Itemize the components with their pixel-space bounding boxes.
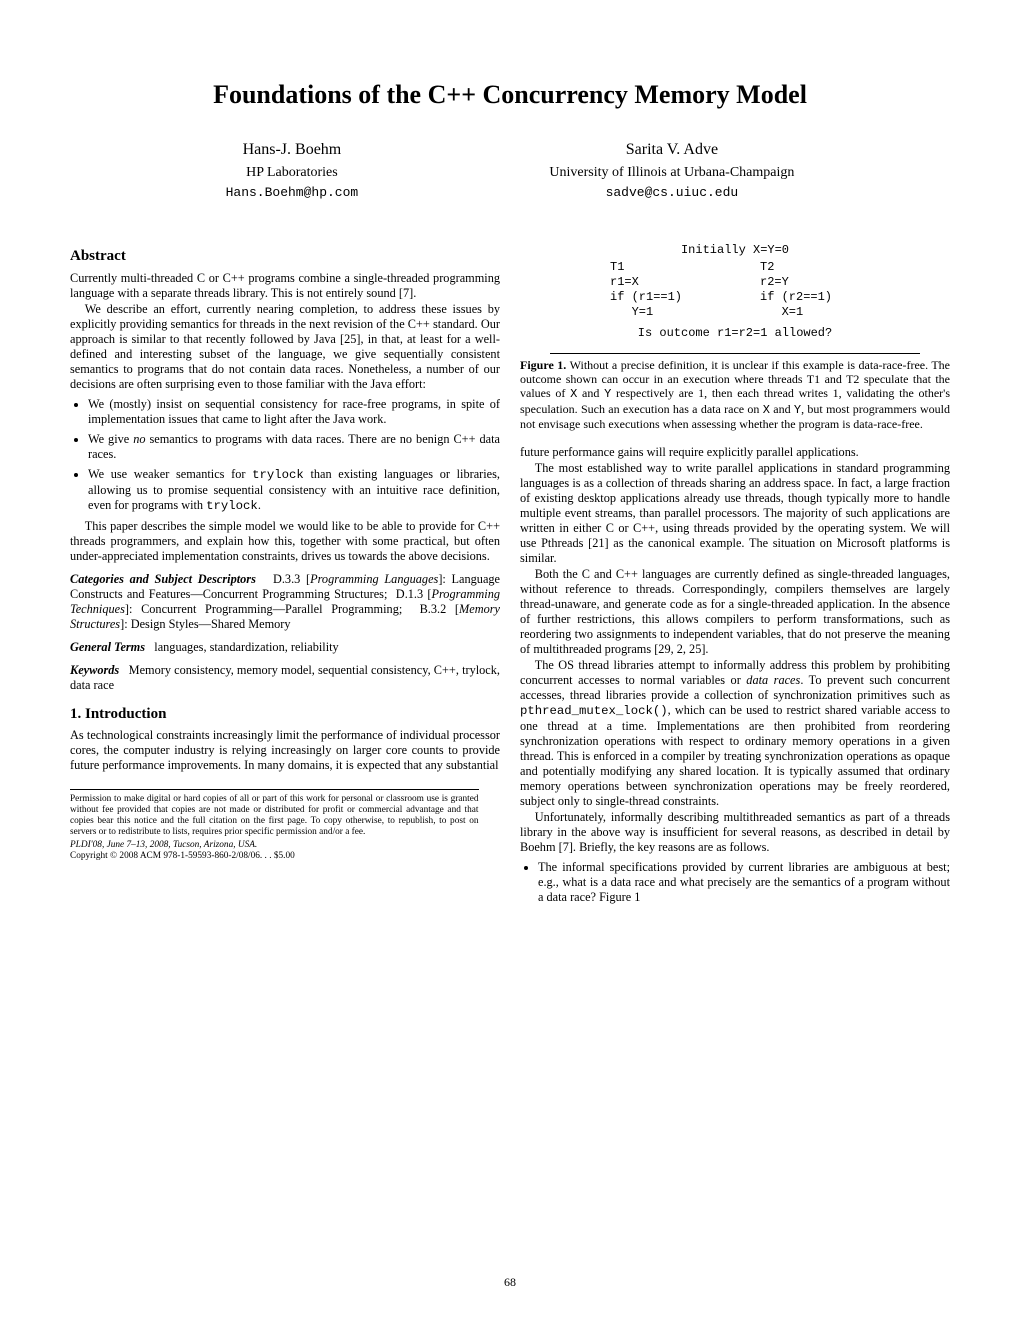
bullet-item: The informal specifications provided by … bbox=[538, 860, 950, 905]
copyright-block: Permission to make digital or hard copie… bbox=[70, 789, 479, 862]
copyright-line: Copyright © 2008 ACM 978-1-59593-860-2/0… bbox=[70, 851, 479, 862]
figure-code: Initially X=Y=0 T1 r1=X if (r1==1) Y=1 T… bbox=[520, 243, 950, 347]
intro-p1: As technological constraints increasingl… bbox=[70, 728, 500, 773]
abstract-p1: Currently multi-threaded C or C++ progra… bbox=[70, 271, 500, 301]
col2-p5: Unfortunately, informally describing mul… bbox=[520, 810, 950, 855]
fig-t1-header: T1 bbox=[610, 260, 710, 275]
paper-title: Foundations of the C++ Concurrency Memor… bbox=[70, 80, 950, 110]
fig-t2-l2: if (r2==1) bbox=[760, 290, 860, 305]
data-races-term: data races bbox=[746, 673, 800, 687]
author-name: Sarita V. Adve bbox=[549, 138, 794, 162]
figure-caption-text: Without a precise definition, it is uncl… bbox=[520, 358, 950, 432]
col2-p3: Both the C and C++ languages are current… bbox=[520, 567, 950, 657]
author-email: Hans.Boehm@hp.com bbox=[226, 183, 359, 203]
general-terms-block: General Terms languages, standardization… bbox=[70, 640, 500, 655]
figure-rule bbox=[550, 353, 920, 354]
abstract-p2: We describe an effort, currently nearing… bbox=[70, 302, 500, 392]
figure-1: Initially X=Y=0 T1 r1=X if (r1==1) Y=1 T… bbox=[520, 243, 950, 432]
col2-p2: The most established way to write parall… bbox=[520, 461, 950, 566]
author-block-2: Sarita V. Adve University of Illinois at… bbox=[549, 138, 794, 203]
col2-p4: The OS thread libraries attempt to infor… bbox=[520, 658, 950, 809]
bullet-item: We give no semantics to programs with da… bbox=[88, 432, 500, 462]
fig-t1-l3: Y=1 bbox=[610, 305, 710, 320]
abstract-header: Abstract bbox=[70, 247, 500, 265]
general-terms-label: General Terms bbox=[70, 640, 145, 654]
abstract-bullets: We (mostly) insist on sequential consist… bbox=[70, 397, 500, 514]
figure-label: Figure 1. bbox=[520, 358, 566, 372]
author-name: Hans-J. Boehm bbox=[226, 138, 359, 162]
fig-init: Initially X=Y=0 bbox=[520, 243, 950, 258]
page-number: 68 bbox=[0, 1275, 1020, 1290]
bullet-item: We (mostly) insist on sequential consist… bbox=[88, 397, 500, 427]
author-affiliation: HP Laboratories bbox=[226, 162, 359, 183]
figure-caption: Figure 1. Without a precise definition, … bbox=[520, 358, 950, 432]
author-affiliation: University of Illinois at Urbana-Champai… bbox=[549, 162, 794, 183]
fig-t1-l2: if (r1==1) bbox=[610, 290, 710, 305]
fig-t2-l3: X=1 bbox=[760, 305, 860, 320]
keywords-text: Memory consistency, memory model, sequen… bbox=[70, 663, 500, 692]
keywords-block: Keywords Memory consistency, memory mode… bbox=[70, 663, 500, 693]
abstract-p3: This paper describes the simple model we… bbox=[70, 519, 500, 564]
fig-t2-header: T2 bbox=[760, 260, 860, 275]
fig-t2-l1: r2=Y bbox=[760, 275, 860, 290]
permission-text: Permission to make digital or hard copie… bbox=[70, 794, 479, 838]
keywords-label: Keywords bbox=[70, 663, 119, 677]
general-terms-text: languages, standardization, reliability bbox=[154, 640, 338, 654]
categories-label: Categories and Subject Descriptors bbox=[70, 572, 256, 586]
pthread-code: pthread_mutex_lock() bbox=[520, 704, 668, 718]
categories-block: Categories and Subject Descriptors D.3.3… bbox=[70, 572, 500, 632]
author-block-1: Hans-J. Boehm HP Laboratories Hans.Boehm… bbox=[226, 138, 359, 203]
right-column: Initially X=Y=0 T1 r1=X if (r1==1) Y=1 T… bbox=[520, 243, 950, 911]
conference-line: PLDI'08, June 7–13, 2008, Tucson, Arizon… bbox=[70, 840, 479, 851]
left-column: Abstract Currently multi-threaded C or C… bbox=[70, 243, 500, 911]
col2-bullets: The informal specifications provided by … bbox=[520, 860, 950, 905]
fig-question: Is outcome r1=r2=1 allowed? bbox=[520, 326, 950, 341]
authors-row: Hans-J. Boehm HP Laboratories Hans.Boehm… bbox=[70, 138, 950, 203]
col2-p1: future performance gains will require ex… bbox=[520, 445, 950, 460]
author-email: sadve@cs.uiuc.edu bbox=[549, 183, 794, 203]
bullet-item: We use weaker semantics for trylock than… bbox=[88, 467, 500, 514]
fig-t1-l1: r1=X bbox=[610, 275, 710, 290]
intro-header: 1. Introduction bbox=[70, 705, 500, 723]
